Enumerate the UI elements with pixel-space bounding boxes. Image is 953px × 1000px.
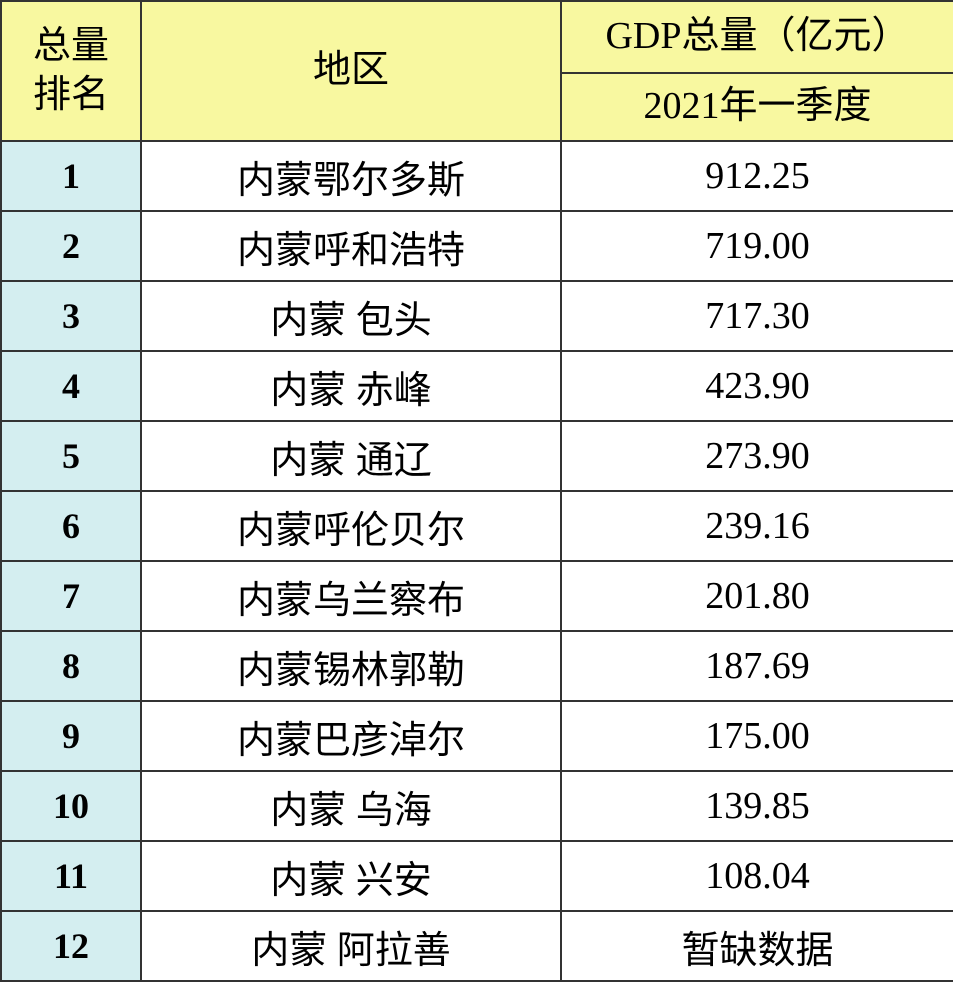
gdp-cell: 717.30 [561, 281, 953, 351]
gdp-cell: 108.04 [561, 841, 953, 911]
table-row: 3内蒙 包头717.30 [1, 281, 953, 351]
gdp-cell: 暂缺数据 [561, 911, 953, 981]
gdp-cell: 201.80 [561, 561, 953, 631]
gdp-cell: 912.25 [561, 141, 953, 211]
table-body: 1内蒙鄂尔多斯912.252内蒙呼和浩特719.003内蒙 包头717.304内… [1, 141, 953, 981]
rank-cell: 3 [1, 281, 141, 351]
region-cell: 内蒙 赤峰 [141, 351, 561, 421]
rank-cell: 8 [1, 631, 141, 701]
table-row: 2内蒙呼和浩特719.00 [1, 211, 953, 281]
region-cell: 内蒙 通辽 [141, 421, 561, 491]
rank-cell: 9 [1, 701, 141, 771]
header-rank-line1: 总量 [33, 25, 109, 67]
region-cell: 内蒙 兴安 [141, 841, 561, 911]
table-header: 总量 排名 地区 GDP总量（亿元） 2021年一季度 [1, 1, 953, 141]
region-cell: 内蒙巴彦淖尔 [141, 701, 561, 771]
rank-cell: 11 [1, 841, 141, 911]
region-cell: 内蒙呼和浩特 [141, 211, 561, 281]
table-row: 9内蒙巴彦淖尔175.00 [1, 701, 953, 771]
header-rank: 总量 排名 [1, 1, 141, 141]
table-row: 5内蒙 通辽273.90 [1, 421, 953, 491]
rank-cell: 6 [1, 491, 141, 561]
gdp-cell: 139.85 [561, 771, 953, 841]
table-row: 12内蒙 阿拉善暂缺数据 [1, 911, 953, 981]
region-cell: 内蒙 阿拉善 [141, 911, 561, 981]
gdp-cell: 175.00 [561, 701, 953, 771]
rank-cell: 7 [1, 561, 141, 631]
table-row: 6内蒙呼伦贝尔239.16 [1, 491, 953, 561]
table-row: 10内蒙 乌海139.85 [1, 771, 953, 841]
gdp-cell: 239.16 [561, 491, 953, 561]
header-gdp-top: GDP总量（亿元） [561, 1, 953, 73]
header-rank-line2: 排名 [33, 74, 109, 116]
table-row: 1内蒙鄂尔多斯912.25 [1, 141, 953, 211]
gdp-cell: 423.90 [561, 351, 953, 421]
rank-cell: 1 [1, 141, 141, 211]
table-row: 4内蒙 赤峰423.90 [1, 351, 953, 421]
header-gdp-sub: 2021年一季度 [561, 73, 953, 141]
region-cell: 内蒙 乌海 [141, 771, 561, 841]
region-cell: 内蒙 包头 [141, 281, 561, 351]
rank-cell: 2 [1, 211, 141, 281]
gdp-cell: 719.00 [561, 211, 953, 281]
gdp-cell: 273.90 [561, 421, 953, 491]
table-row: 11内蒙 兴安108.04 [1, 841, 953, 911]
table-row: 7内蒙乌兰察布201.80 [1, 561, 953, 631]
rank-cell: 10 [1, 771, 141, 841]
rank-cell: 12 [1, 911, 141, 981]
gdp-cell: 187.69 [561, 631, 953, 701]
header-region: 地区 [141, 1, 561, 141]
gdp-ranking-table: 总量 排名 地区 GDP总量（亿元） 2021年一季度 1内蒙鄂尔多斯912.2… [0, 0, 953, 982]
region-cell: 内蒙乌兰察布 [141, 561, 561, 631]
region-cell: 内蒙呼伦贝尔 [141, 491, 561, 561]
rank-cell: 4 [1, 351, 141, 421]
table-row: 8内蒙锡林郭勒187.69 [1, 631, 953, 701]
region-cell: 内蒙鄂尔多斯 [141, 141, 561, 211]
rank-cell: 5 [1, 421, 141, 491]
region-cell: 内蒙锡林郭勒 [141, 631, 561, 701]
